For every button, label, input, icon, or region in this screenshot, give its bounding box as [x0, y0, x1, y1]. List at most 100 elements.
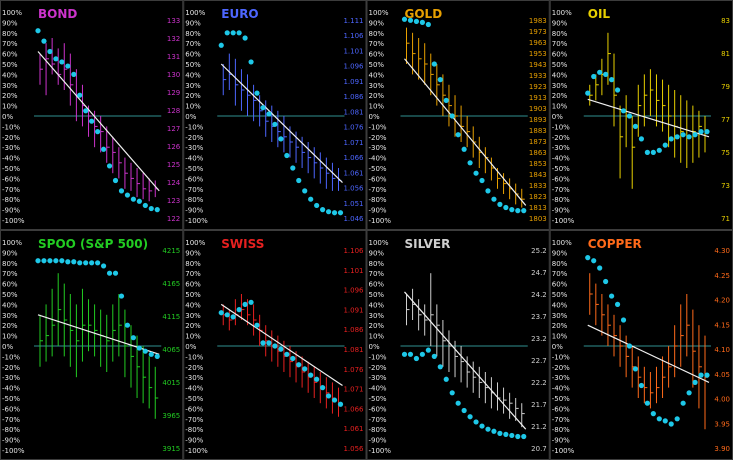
oscillator-dot	[302, 366, 308, 372]
pct-tick-label: -60%	[185, 175, 203, 183]
price-tick-label: 83	[721, 17, 730, 25]
oscillator-dot	[224, 30, 230, 36]
pct-tick-label: -40%	[552, 155, 570, 163]
pct-tick-label: 40%	[369, 71, 385, 79]
pct-tick-label: -100%	[369, 447, 392, 455]
price-tick-label: 128	[167, 107, 180, 115]
pct-tick-label: 80%	[552, 260, 568, 268]
pct-tick-label: 40%	[369, 301, 385, 309]
panel-border	[366, 0, 550, 230]
price-tick-label: 1.081	[343, 346, 363, 354]
price-tick-label: 1963	[529, 39, 547, 47]
pct-tick-label: -50%	[2, 395, 20, 403]
price-tick-label: 1.096	[343, 287, 364, 295]
pct-tick-label: -80%	[369, 426, 387, 434]
pct-tick-label: 60%	[552, 281, 568, 289]
pct-tick-label: 80%	[2, 260, 18, 268]
pct-tick-label: 90%	[369, 249, 385, 257]
pct-tick-label: 90%	[369, 19, 385, 27]
price-tick-label: 1.066	[343, 154, 364, 162]
oscillator-dot	[674, 134, 680, 140]
price-tick-label: 131	[167, 53, 180, 61]
pct-tick-label: 70%	[2, 270, 18, 278]
oscillator-dot	[668, 136, 674, 142]
oscillator-dot	[449, 113, 455, 119]
oscillator-dot	[614, 87, 621, 93]
pct-tick-label: 60%	[552, 51, 568, 59]
pct-tick-label: -30%	[2, 144, 20, 152]
oscillator-dot	[118, 188, 125, 194]
price-tick-label: 124	[167, 179, 181, 187]
price-tick-label: 73	[721, 182, 730, 190]
price-tick-label: 1843	[529, 171, 547, 179]
oscillator-dot	[455, 132, 461, 138]
price-tick-label: 20.7	[531, 445, 547, 453]
pct-tick-label: 100%	[2, 239, 22, 247]
price-tick-label: 1.071	[343, 139, 363, 147]
pct-tick-label: 20%	[2, 322, 18, 330]
price-tick-label: 1813	[529, 204, 547, 212]
pct-tick-label: 50%	[185, 291, 201, 299]
pct-tick-label: -50%	[552, 165, 570, 173]
price-tick-label: 1.046	[343, 215, 364, 223]
price-tick-label: 1.086	[343, 326, 364, 334]
pct-tick-label: -30%	[552, 374, 570, 382]
oscillator-dot	[142, 202, 148, 209]
price-tick-label: 81	[721, 50, 730, 58]
oscillator-dot	[585, 90, 591, 96]
pct-tick-label: 30%	[185, 82, 201, 90]
price-tick-label: 126	[167, 143, 181, 151]
oscillator-dot	[668, 421, 674, 427]
price-tick-label: 1.061	[343, 169, 363, 177]
oscillator-dot	[437, 77, 443, 83]
price-tick-label: 130	[167, 71, 180, 79]
price-tick-label: 1903	[529, 105, 547, 113]
pct-tick-label: 80%	[369, 260, 385, 268]
oscillator-dot	[230, 30, 236, 36]
price-tick-label: 125	[167, 161, 180, 169]
oscillator-dot	[325, 393, 332, 399]
pct-tick-label: -20%	[185, 364, 203, 372]
oscillator-dot	[638, 136, 645, 142]
oscillator-dot	[254, 322, 260, 328]
pct-tick-label: -50%	[369, 165, 387, 173]
pct-tick-label: 90%	[2, 249, 18, 257]
trend-line	[404, 58, 527, 206]
oscillator-dot	[71, 71, 77, 77]
pct-tick-label: -90%	[2, 207, 20, 215]
pct-tick-label: 10%	[185, 103, 201, 111]
pct-tick-label: 40%	[185, 71, 201, 79]
price-tick-label: 3.90	[714, 445, 730, 453]
price-tick-label: 1823	[529, 193, 547, 201]
oscillator-dot	[41, 38, 47, 44]
price-tick-label: 1983	[529, 17, 547, 25]
oscillator-dot	[224, 312, 230, 318]
price-tick-label: 1933	[529, 72, 547, 80]
oscillator-dot	[515, 208, 521, 214]
pct-tick-label: 100%	[185, 9, 205, 17]
pct-tick-label: 30%	[552, 312, 568, 320]
pct-tick-label: 90%	[552, 19, 568, 27]
oscillator-dot	[609, 77, 615, 83]
pct-tick-label: -70%	[369, 416, 387, 424]
panel-border	[0, 0, 184, 230]
pct-tick-label: -10%	[369, 353, 387, 361]
price-tick-label: 1803	[529, 215, 547, 223]
price-tick-label: 1853	[529, 160, 547, 168]
pct-tick-label: 100%	[2, 9, 22, 17]
pct-tick-label: -100%	[552, 217, 575, 225]
panel-euro: 100% 90% 80% 70% 60% 50% 40% 30% 20% 10% 0% -10% -20…	[183, 0, 367, 230]
pct-tick-label: -30%	[185, 144, 203, 152]
pct-tick-label: 30%	[2, 312, 18, 320]
pct-tick-label: -60%	[552, 175, 570, 183]
pct-tick-label: -10%	[369, 123, 387, 131]
price-tick-label: 22.7	[531, 357, 547, 365]
pct-tick-label: 50%	[552, 61, 568, 69]
price-tick-label: 3965	[162, 412, 180, 420]
pct-tick-label: -40%	[2, 155, 20, 163]
oscillator-dot	[218, 310, 224, 316]
oscillator-dot	[509, 432, 515, 439]
pct-tick-label: -100%	[552, 447, 575, 455]
oscillator-dot	[674, 416, 680, 422]
